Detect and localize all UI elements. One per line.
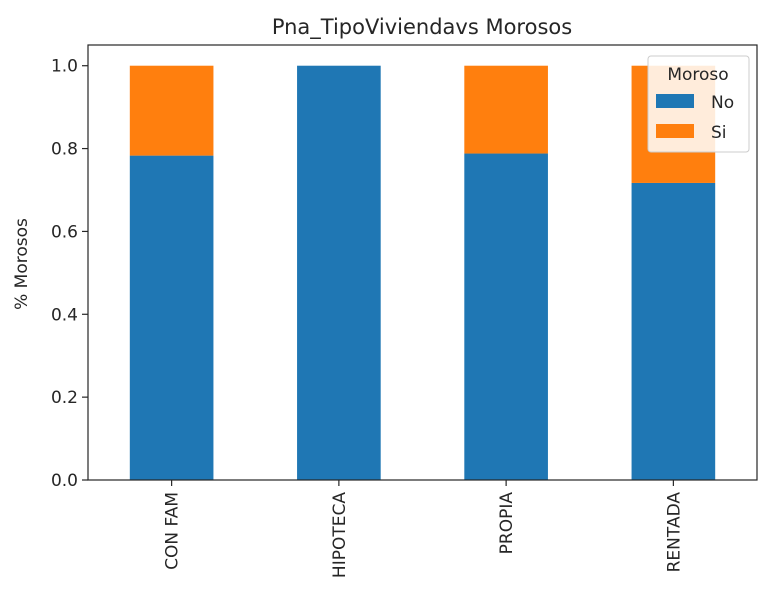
legend-label-no: No: [711, 93, 734, 113]
legend-entries: No Si: [656, 93, 734, 143]
legend-label-si: Si: [711, 123, 727, 143]
y-ticks-group: 0.0 0.2 0.4 0.6 0.8 1.0: [51, 57, 88, 491]
y-tick-label: 0.8: [51, 140, 78, 160]
legend-swatch-no: [656, 94, 694, 108]
bar-si-con-fam: [129, 65, 214, 156]
legend-swatch-si: [656, 124, 694, 138]
y-axis-title: % Morosos: [12, 218, 32, 310]
legend-title: Moroso: [667, 65, 728, 85]
y-tick-label: 0.2: [51, 388, 78, 408]
chart-title: Pna_TipoViviendavs Morosos: [272, 15, 572, 40]
bar-no-rentada: [631, 182, 716, 480]
bar-no-con-fam: [129, 155, 214, 481]
y-tick-label: 0.0: [51, 471, 78, 491]
bar-no-propia: [464, 153, 548, 481]
x-tick-label: CON FAM: [163, 492, 183, 570]
x-tick-label: PROPIA: [497, 492, 517, 555]
legend: Moroso No Si: [647, 55, 750, 153]
y-tick-label: 0.4: [51, 305, 78, 325]
x-tick-label: HIPOTECA: [330, 492, 350, 578]
bars-group: [129, 65, 716, 481]
plot-frame: [87, 44, 758, 481]
y-tick-label: 1.0: [51, 57, 78, 77]
x-ticks-group: CON FAM HIPOTECA PROPIA RENTADA: [163, 480, 684, 578]
x-tick-label: RENTADA: [664, 492, 684, 573]
y-tick-label: 0.6: [51, 222, 78, 242]
bar-si-propia: [464, 65, 548, 154]
bar-no-hipoteca: [297, 65, 381, 481]
